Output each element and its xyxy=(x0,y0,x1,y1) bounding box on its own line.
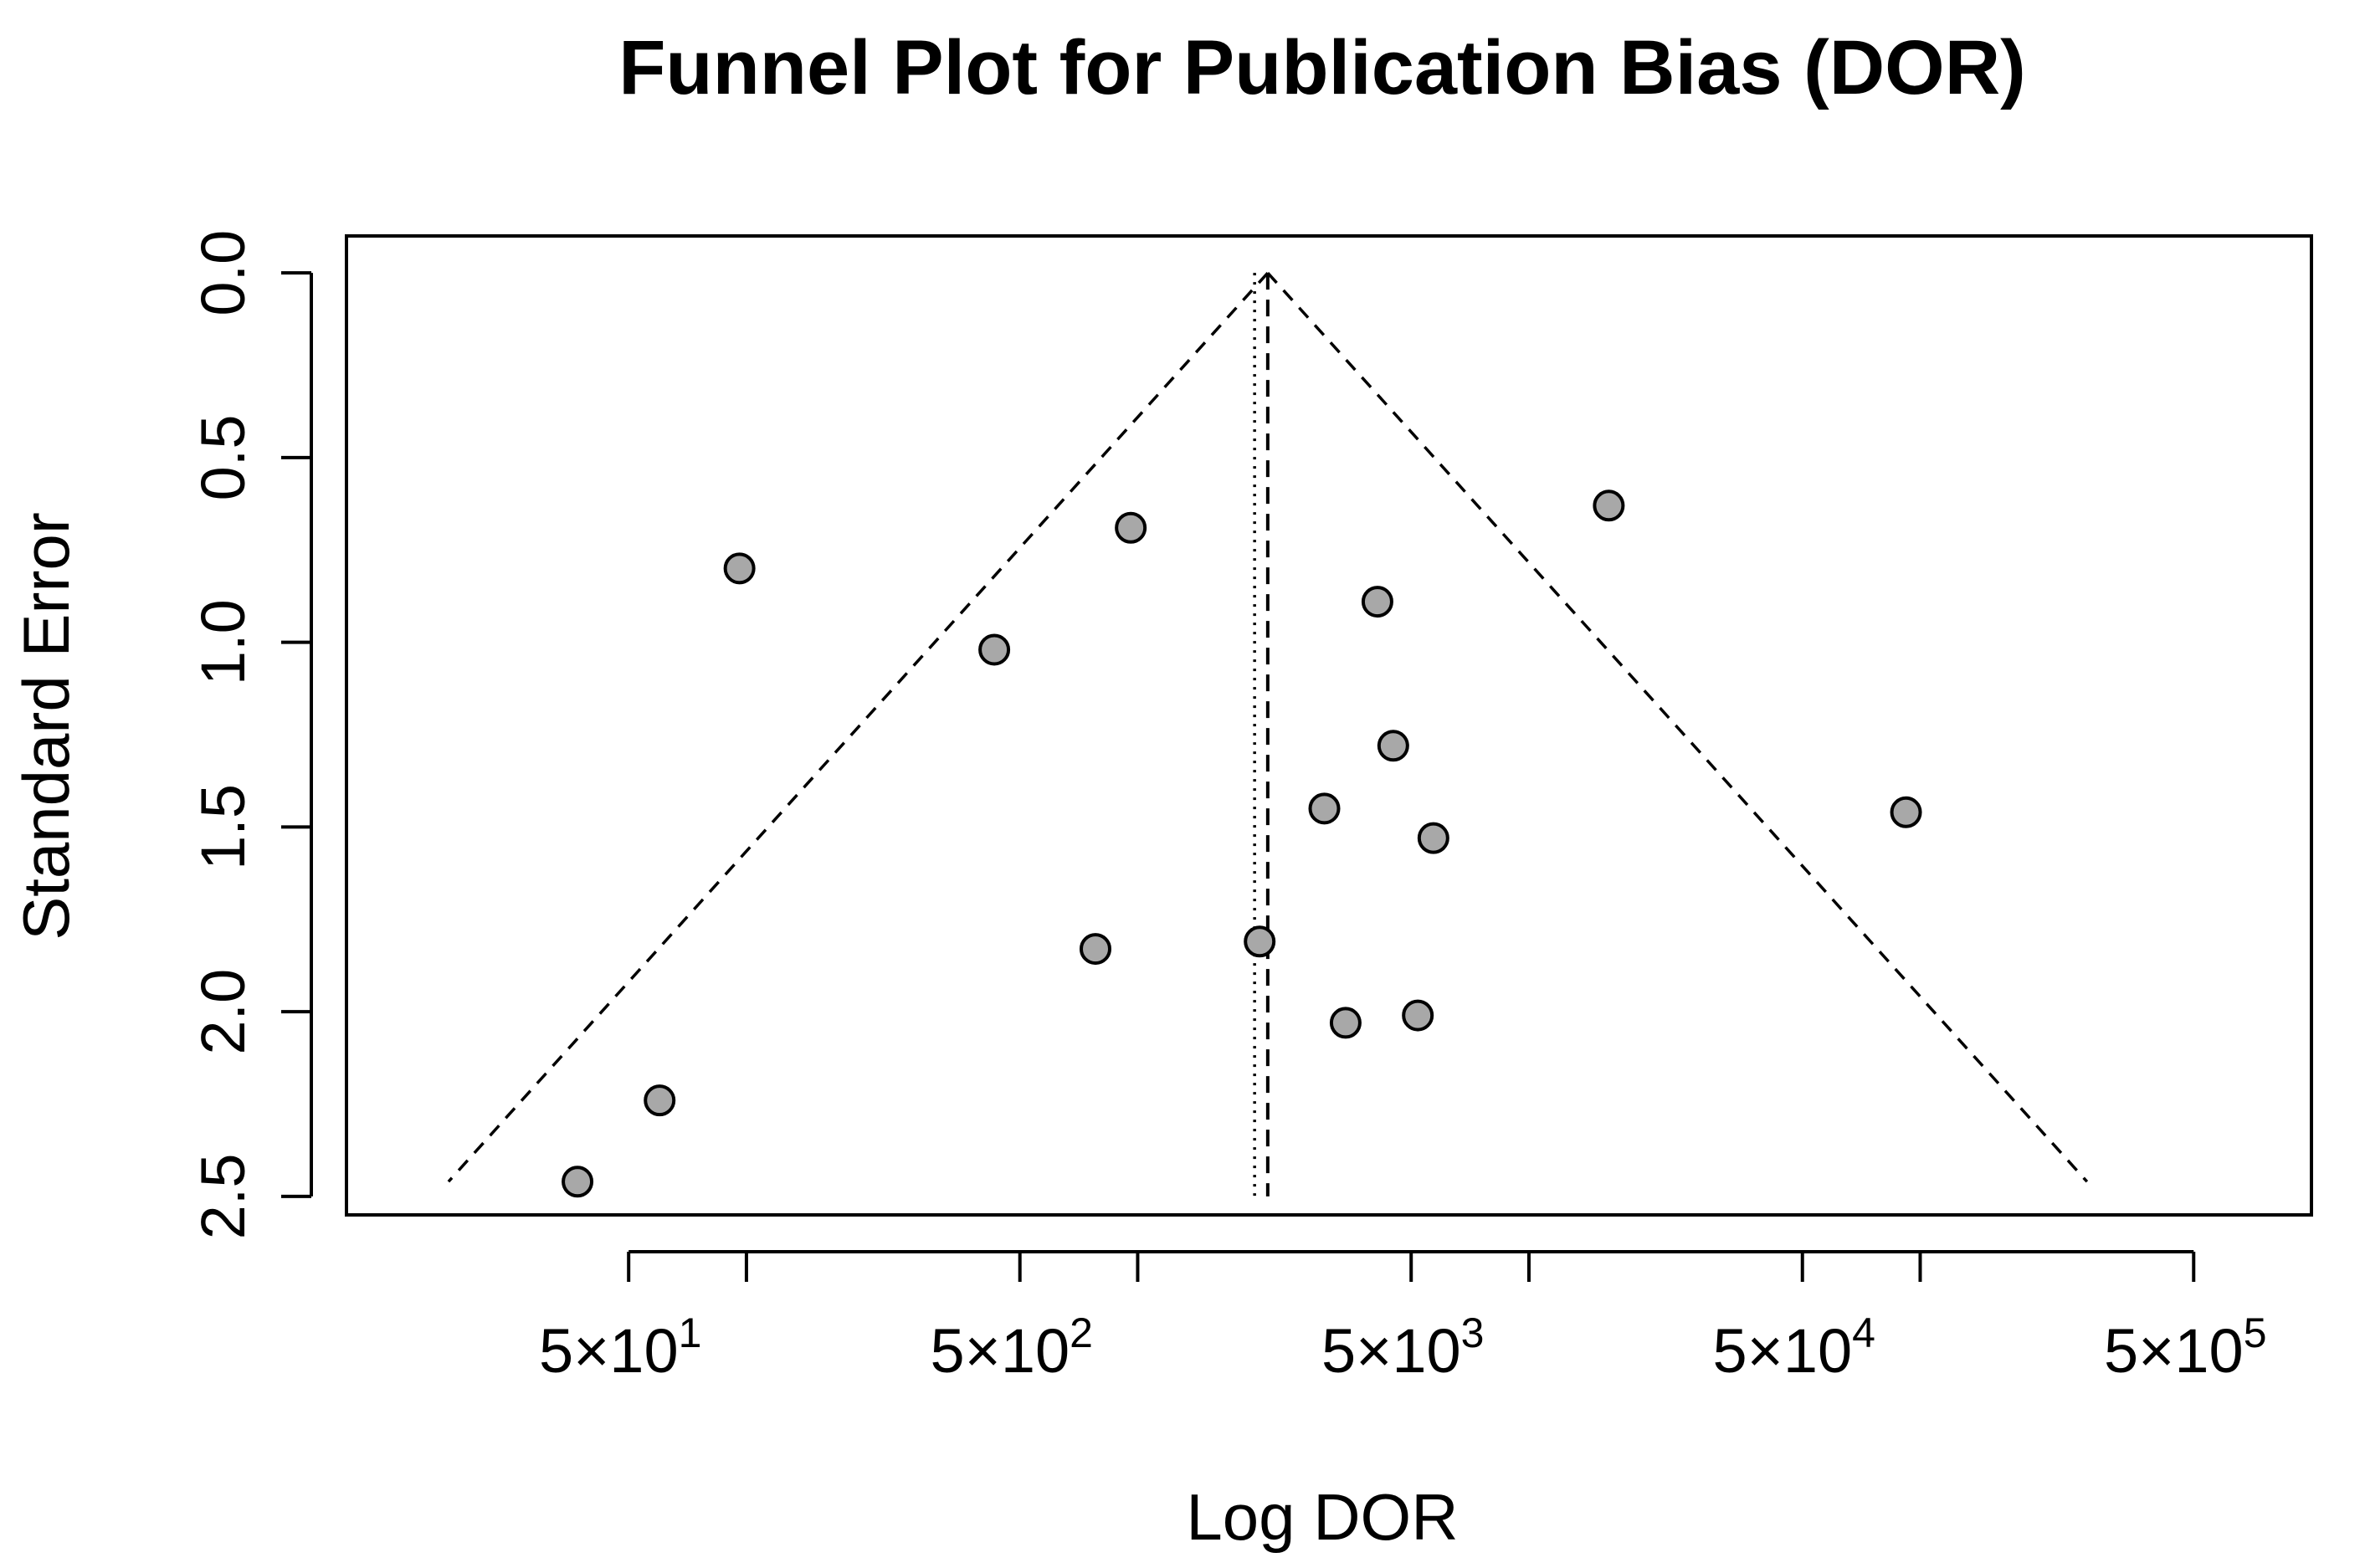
data-points xyxy=(562,489,1922,1198)
data-point xyxy=(1080,933,1112,966)
x-tick-mantissa: 5 xyxy=(930,1316,964,1386)
x-tick-label: 5×102 xyxy=(930,1309,1093,1386)
x-axis-title: Log DOR xyxy=(1186,1480,1458,1554)
data-point xyxy=(978,633,1011,666)
x-tick-exponent: 4 xyxy=(1852,1309,1875,1356)
data-point xyxy=(1115,511,1147,544)
x-tick-label: 5×105 xyxy=(2104,1309,2267,1386)
y-tick-label: 2.0 xyxy=(188,969,258,1055)
x-tick-mantissa: 5 xyxy=(1321,1316,1356,1386)
chart-title: Funnel Plot for Publication Bias (DOR) xyxy=(618,25,2026,110)
y-tick-label: 1.0 xyxy=(188,599,258,685)
x-tick-exponent: 2 xyxy=(1070,1309,1093,1356)
y-axis-title: Standard Error xyxy=(9,512,83,940)
y-tick-label: 1.5 xyxy=(188,784,258,870)
y-tick-label: 0.0 xyxy=(188,230,258,316)
y-axis: 0.0 0.5 1.0 1.5 2.0 2.5 xyxy=(188,230,313,1239)
data-point xyxy=(644,1084,676,1117)
data-point xyxy=(562,1166,594,1198)
data-point xyxy=(1244,925,1276,958)
x-tick-exponent: 3 xyxy=(1461,1309,1485,1356)
x-tick-exponent: 1 xyxy=(679,1309,702,1356)
x-axis: 5×101 5×102 5×103 5×104 5×105 xyxy=(539,1250,2267,1386)
y-tick-label: 0.5 xyxy=(188,414,258,500)
data-point xyxy=(1308,792,1341,825)
data-point xyxy=(1377,730,1409,762)
funnel-lines xyxy=(447,271,2089,1196)
plot-frame xyxy=(345,234,2313,1217)
data-point xyxy=(1593,489,1625,522)
x-tick-label: 5×104 xyxy=(1712,1309,1875,1386)
data-point xyxy=(1890,796,1922,828)
funnel-right-limit xyxy=(1266,271,2089,1183)
data-point xyxy=(1417,822,1449,854)
funnel-left-limit xyxy=(447,271,1270,1183)
y-tick-label: 2.5 xyxy=(188,1153,258,1239)
x-tick-exponent: 5 xyxy=(2244,1309,2267,1356)
data-point xyxy=(723,552,756,585)
x-tick-mantissa: 5 xyxy=(539,1316,573,1386)
x-tick-label: 5×101 xyxy=(539,1309,702,1386)
x-tick-mantissa: 5 xyxy=(1712,1316,1747,1386)
data-point xyxy=(1329,1007,1362,1039)
data-point xyxy=(1402,999,1434,1032)
x-tick-mantissa: 5 xyxy=(2104,1316,2138,1386)
x-tick-label: 5×103 xyxy=(1321,1309,1485,1386)
data-point xyxy=(1361,586,1393,618)
